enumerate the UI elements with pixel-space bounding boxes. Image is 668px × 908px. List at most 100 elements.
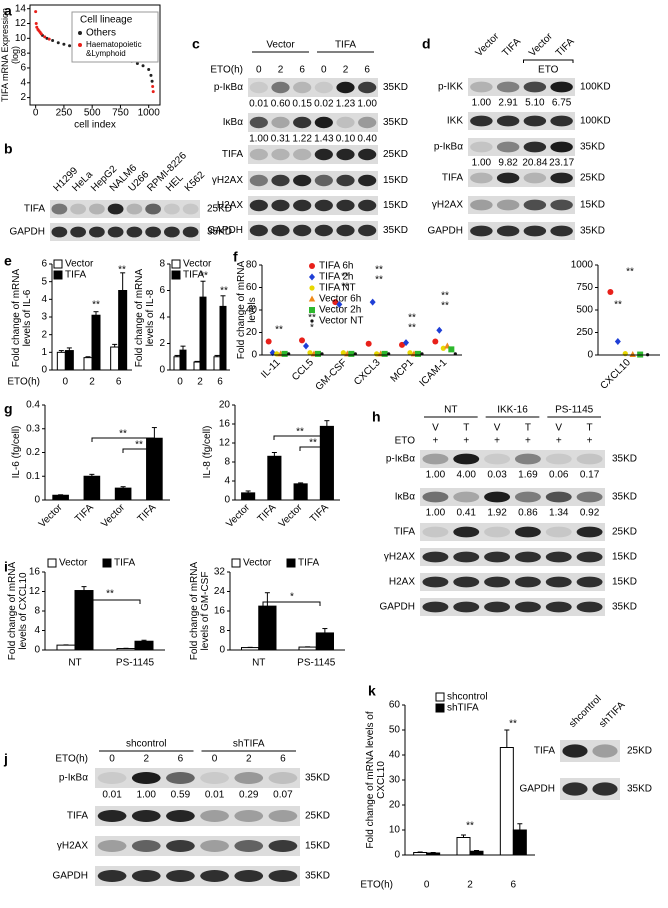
band <box>89 203 105 215</box>
band <box>97 810 127 822</box>
significance: ** <box>375 275 383 286</box>
y-tick-label: 4 <box>41 294 47 305</box>
band <box>453 601 480 613</box>
size-marker: 35KD <box>580 226 605 237</box>
legend-marker <box>171 270 181 280</box>
point <box>34 22 38 26</box>
lane-label: 0 <box>256 65 262 76</box>
quantification: 1.00 <box>472 98 492 109</box>
lane-label: Vector <box>474 31 502 59</box>
y-axis-label: Fold change of mRNA levels of GM-CSF <box>189 561 211 661</box>
band <box>314 174 333 187</box>
bracket <box>122 448 155 453</box>
legend-label: TIFA NT <box>319 283 356 294</box>
point <box>150 79 154 83</box>
lane-label: shTIFA <box>597 700 627 730</box>
legend-label: Vector NT <box>319 316 363 327</box>
panel-label: e <box>4 253 12 269</box>
y-tick-label: 20 <box>246 327 258 338</box>
x-tick-label: CXCL10 <box>598 357 633 392</box>
y-tick-label: 30 <box>389 775 401 786</box>
point <box>39 32 43 36</box>
row-label: γH2AX <box>432 200 463 211</box>
band <box>514 491 541 503</box>
lane-label: 0 <box>212 754 218 765</box>
band <box>514 601 541 613</box>
band <box>293 199 312 212</box>
x-tick-label: NT <box>68 658 81 669</box>
panel-label: g <box>4 401 13 417</box>
group-label: shcontrol <box>126 739 167 750</box>
quantification: 1.00 <box>472 158 492 169</box>
x-tick-label: 0 <box>33 108 39 119</box>
band <box>484 453 511 465</box>
quantification: 1.00 <box>137 790 157 801</box>
x-tick-label: TIFA <box>73 502 96 525</box>
bar <box>118 290 128 371</box>
y-tick-label: 40 <box>389 750 401 761</box>
row-label: TIFA <box>67 811 88 822</box>
band <box>550 225 573 237</box>
quantification: 0.41 <box>457 508 477 519</box>
point <box>307 350 313 356</box>
band <box>293 148 312 161</box>
significance: ** <box>614 300 622 311</box>
point <box>348 350 355 357</box>
point <box>35 25 39 29</box>
quantification: 0.31 <box>271 134 291 145</box>
band <box>523 141 547 153</box>
bar <box>52 494 69 501</box>
row-label: p-IκBα <box>214 82 243 93</box>
quantification: 0.01 <box>249 99 269 110</box>
quantification: 20.84 <box>522 158 547 169</box>
panel-label: i <box>4 559 8 575</box>
band <box>164 203 180 215</box>
band <box>336 148 355 161</box>
legend-marker <box>435 703 445 713</box>
legend-label: TIFA <box>65 270 86 281</box>
significance: ** <box>408 313 416 324</box>
group-label: IKK-16 <box>497 405 528 416</box>
band <box>249 174 268 187</box>
point <box>381 350 388 357</box>
row-label: H2AX <box>389 577 415 588</box>
band <box>358 148 377 161</box>
row-label: TIFA <box>222 149 243 160</box>
band <box>496 141 520 153</box>
y-tick-label: 24 <box>214 586 226 597</box>
band <box>545 601 572 613</box>
quantification: 0.01 <box>102 790 122 801</box>
row-label: GAPDH <box>427 226 463 237</box>
y-tick-label: 0 <box>587 350 593 361</box>
x-tick-label: NT <box>252 658 265 669</box>
legend-label: TIFA <box>114 558 135 569</box>
y-tick-label: 0 <box>224 495 230 506</box>
treatment-sign: + <box>525 436 531 447</box>
bar <box>258 605 277 651</box>
y-tick-label: 20 <box>389 800 401 811</box>
legend-marker <box>53 270 63 280</box>
band <box>453 491 480 503</box>
band <box>358 81 377 94</box>
y-tick-label: 10 <box>15 33 27 44</box>
y-tick-label: 1000 <box>571 260 594 271</box>
point <box>141 64 145 68</box>
y-tick-label: 12 <box>15 18 27 29</box>
legend-label: Haematopoietic &Lymphoid <box>86 40 142 58</box>
legend-marker <box>435 692 445 702</box>
quantification: 0.06 <box>549 470 569 481</box>
y-tick-label: 12 <box>219 438 231 449</box>
lane-label: T <box>463 423 469 434</box>
size-marker: 35KD <box>383 82 408 93</box>
bar <box>499 747 514 856</box>
quantification: 0.17 <box>580 470 600 481</box>
y-tick-label: 20 <box>219 400 231 411</box>
significance: ** <box>106 589 114 600</box>
band <box>523 225 547 237</box>
point <box>303 342 309 350</box>
bar <box>91 314 101 371</box>
band <box>51 226 68 238</box>
band <box>166 840 195 852</box>
band <box>470 141 493 153</box>
